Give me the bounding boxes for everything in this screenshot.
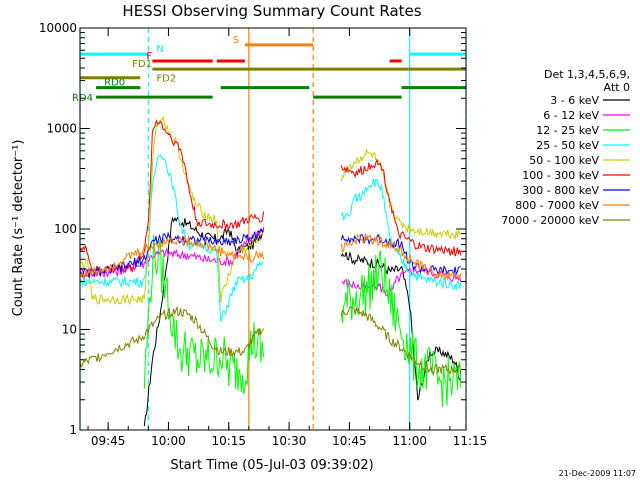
series-line-5-2: [340, 148, 462, 240]
series-line-6-2: [340, 158, 462, 257]
state-bar-label-s: S: [233, 35, 239, 46]
series-25-50keV: [79, 154, 462, 323]
series-line-8-1: [79, 235, 265, 281]
plot-frame-bg: [80, 28, 466, 430]
series-line-1-2: [340, 251, 461, 401]
x-tick-label-5: 10:45: [332, 434, 367, 448]
y-tick-label-4: 1000: [46, 122, 77, 136]
state-bar-label-f: F: [146, 51, 152, 62]
series-line-8-2: [340, 233, 462, 281]
series-line-7-2: [340, 233, 461, 276]
x-tick-label-6: 11:00: [392, 434, 427, 448]
state-bar-label-fd2: FD2: [156, 74, 176, 85]
footer-date: 21-Dec-2009 11:07: [559, 469, 636, 478]
chart-title: HESSI Observing Summary Count Rates: [122, 2, 421, 20]
legend-label-8: 800 - 7000 keV: [515, 199, 599, 212]
series-layer: [79, 116, 462, 427]
y-tick-label-3: 100: [54, 222, 77, 236]
legend-label-1: 3 - 6 keV: [550, 94, 599, 107]
series-line-4-2: [340, 178, 462, 291]
state-bar-label-fd1: FD1: [132, 59, 152, 70]
x-axis-label: Start Time (05-Jul-03 09:39:02): [170, 458, 373, 473]
legend-label-3: 12 - 25 keV: [536, 124, 599, 137]
legend-label-6: 100 - 300 keV: [522, 169, 599, 182]
y-tick-label-2: 10: [62, 323, 77, 337]
state-bar-label-rd0: RD0: [104, 78, 125, 89]
x-tick-label-3: 10:15: [211, 434, 246, 448]
series-12-25keV: [143, 235, 462, 408]
plot-area: [80, 28, 466, 430]
axes: 09:45 10:00 10:15 10:30 10:45 11:00 11:15 1 10 10…: [39, 21, 488, 448]
legend-label-5: 50 - 100 keV: [529, 154, 599, 167]
legend-label-7: 300 - 800 keV: [522, 184, 599, 197]
series-7000-20000keV: [79, 305, 462, 377]
legend-label-4: 25 - 50 keV: [536, 139, 599, 152]
x-tick-label-2: 10:00: [151, 434, 186, 448]
x-tick-label-4: 10:30: [272, 434, 307, 448]
x-tick-label-7: 11:15: [453, 434, 488, 448]
series-300-800keV: [79, 227, 461, 279]
y-tick-label-5: 10000: [39, 21, 77, 35]
series-line-4-1: [79, 154, 264, 323]
legend-header-1: Det 1,3,4,5,6,9,: [544, 68, 630, 81]
series-line-9-2: [340, 306, 462, 377]
y-axis-label: Count Rate (s⁻¹ detector⁻¹): [11, 140, 26, 317]
x-tick-label-1: 09:45: [91, 434, 126, 448]
series-line-7-1: [79, 227, 264, 279]
legend-label-2: 6 - 12 keV: [543, 109, 599, 122]
state-bar-label-n: N: [156, 44, 163, 55]
legend: Det 1,3,4,5,6,9,Att 0 3 - 6 keV 6 - 12 keV…: [501, 68, 630, 227]
series-800-7000keV: [79, 233, 462, 281]
series-line-9-1: [79, 305, 265, 368]
legend-header-2: Att 0: [604, 81, 630, 94]
y-tick-label-1: 1: [69, 423, 77, 437]
series-line-3-1: [143, 235, 265, 395]
series-line-3-2: [340, 250, 462, 408]
legend-label-9: 7000 - 20000 keV: [501, 214, 599, 227]
